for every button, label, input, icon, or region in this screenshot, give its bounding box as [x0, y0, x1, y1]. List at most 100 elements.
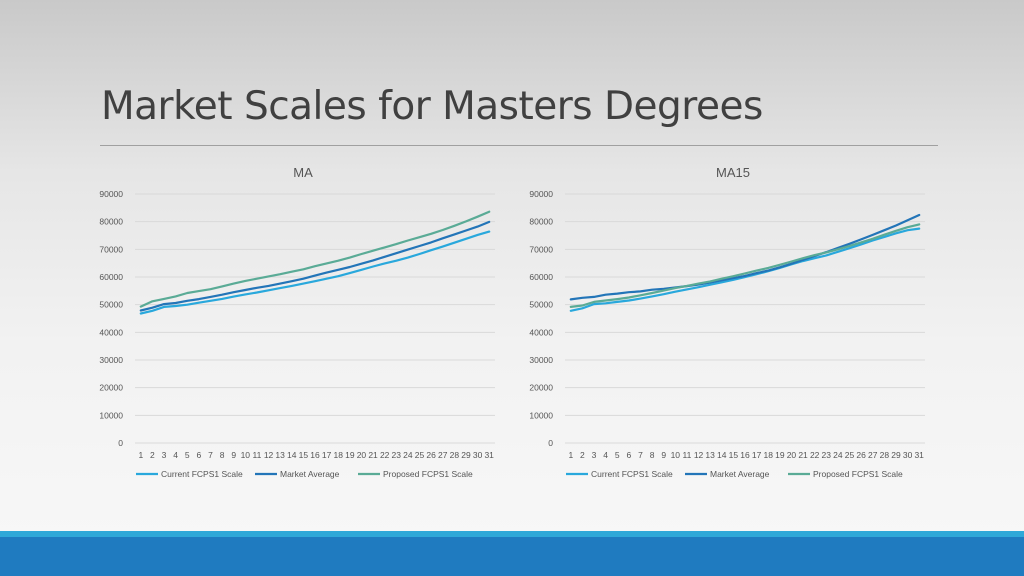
x-tick-label: 12 — [264, 450, 274, 460]
y-tick-label: 60000 — [99, 272, 123, 282]
x-tick-label: 24 — [833, 450, 843, 460]
x-tick-label: 6 — [627, 450, 632, 460]
y-tick-label: 30000 — [99, 355, 123, 365]
x-tick-label: 9 — [661, 450, 666, 460]
x-tick-label: 10 — [671, 450, 681, 460]
x-tick-label: 18 — [763, 450, 773, 460]
x-tick-label: 5 — [615, 450, 620, 460]
x-tick-label: 27 — [438, 450, 448, 460]
x-tick-label: 17 — [752, 450, 762, 460]
y-tick-label: 30000 — [529, 355, 553, 365]
y-tick-label: 40000 — [529, 327, 553, 337]
x-tick-label: 27 — [868, 450, 878, 460]
x-tick-label: 11 — [683, 450, 692, 460]
x-tick-label: 10 — [241, 450, 251, 460]
y-tick-label: 90000 — [529, 189, 553, 199]
x-tick-label: 16 — [310, 450, 320, 460]
x-tick-label: 17 — [322, 450, 332, 460]
x-tick-label: 18 — [333, 450, 343, 460]
x-tick-label: 7 — [638, 450, 643, 460]
y-tick-label: 50000 — [529, 300, 553, 310]
footer-band — [0, 537, 1024, 576]
chart-title: MA — [293, 165, 313, 180]
x-tick-label: 30 — [903, 450, 913, 460]
x-tick-label: 23 — [392, 450, 402, 460]
chart-ma: MA 0 10000 20000 30000 40000 50000 60000 70000 80… — [99, 165, 495, 479]
legend-label: Current FCPS1 Scale — [161, 469, 243, 479]
x-tick-label: 25 — [845, 450, 855, 460]
y-tick-label: 0 — [548, 438, 553, 448]
x-tick-label: 29 — [891, 450, 901, 460]
x-tick-label: 7 — [208, 450, 213, 460]
x-tick-label: 3 — [162, 450, 167, 460]
x-tick-label: 22 — [380, 450, 390, 460]
series-line — [139, 220, 491, 312]
y-tick-label: 40000 — [99, 327, 123, 337]
x-tick-label: 8 — [650, 450, 655, 460]
x-tick-label: 28 — [880, 450, 890, 460]
x-tick-label: 26 — [856, 450, 866, 460]
x-tick-label: 4 — [603, 450, 608, 460]
y-tick-label: 20000 — [529, 383, 553, 393]
series-line — [569, 213, 921, 301]
x-tick-label: 1 — [138, 450, 143, 460]
x-tick-label: 26 — [426, 450, 436, 460]
x-tick-label: 12 — [694, 450, 704, 460]
series-line — [569, 223, 921, 308]
x-tick-label: 16 — [740, 450, 750, 460]
x-tick-label: 25 — [415, 450, 425, 460]
x-tick-label: 14 — [717, 450, 727, 460]
legend-label: Proposed FCPS1 Scale — [383, 469, 473, 479]
title-divider — [100, 145, 938, 146]
y-tick-label: 80000 — [99, 217, 123, 227]
x-tick-label: 30 — [473, 450, 483, 460]
x-tick-label: 4 — [173, 450, 178, 460]
x-tick-label: 9 — [231, 450, 236, 460]
x-tick-label: 13 — [275, 450, 285, 460]
legend-label: Current FCPS1 Scale — [591, 469, 673, 479]
y-tick-label: 10000 — [529, 410, 553, 420]
x-tick-label: 2 — [150, 450, 155, 460]
x-tick-label: 14 — [287, 450, 297, 460]
x-tick-label: 21 — [368, 450, 378, 460]
x-tick-label: 8 — [220, 450, 225, 460]
x-tick-label: 31 — [484, 450, 494, 460]
y-tick-label: 70000 — [99, 244, 123, 254]
series-line — [139, 210, 491, 308]
x-tick-label: 19 — [775, 450, 785, 460]
legend-label: Market Average — [280, 469, 340, 479]
x-tick-label: 15 — [729, 450, 739, 460]
legend-label: Market Average — [710, 469, 770, 479]
y-tick-label: 50000 — [99, 300, 123, 310]
x-tick-label: 23 — [822, 450, 832, 460]
chart-ma15: MA15 0 10000 20000 30000 40000 50000 60000 70000… — [529, 165, 925, 479]
chart-title: MA15 — [716, 165, 750, 180]
y-tick-label: 10000 — [99, 410, 123, 420]
x-tick-label: 20 — [787, 450, 797, 460]
legend-label: Proposed FCPS1 Scale — [813, 469, 903, 479]
series-line — [139, 230, 491, 315]
y-tick-label: 80000 — [529, 217, 553, 227]
x-tick-label: 3 — [592, 450, 597, 460]
footer-accent-strip — [0, 531, 1024, 537]
x-tick-label: 28 — [450, 450, 460, 460]
x-tick-label: 6 — [197, 450, 202, 460]
x-tick-label: 1 — [568, 450, 573, 460]
y-tick-label: 0 — [118, 438, 123, 448]
x-tick-label: 2 — [580, 450, 585, 460]
x-tick-label: 29 — [461, 450, 471, 460]
x-tick-label: 13 — [705, 450, 715, 460]
x-tick-label: 20 — [357, 450, 367, 460]
x-tick-label: 22 — [810, 450, 820, 460]
y-tick-label: 70000 — [529, 244, 553, 254]
y-tick-label: 90000 — [99, 189, 123, 199]
x-tick-label: 24 — [403, 450, 413, 460]
y-tick-label: 20000 — [99, 383, 123, 393]
x-tick-label: 19 — [345, 450, 355, 460]
x-tick-label: 5 — [185, 450, 190, 460]
x-tick-label: 11 — [253, 450, 262, 460]
slide-title: Market Scales for Masters Degrees — [101, 84, 763, 129]
x-tick-label: 15 — [299, 450, 309, 460]
y-tick-label: 60000 — [529, 272, 553, 282]
x-tick-label: 21 — [798, 450, 808, 460]
